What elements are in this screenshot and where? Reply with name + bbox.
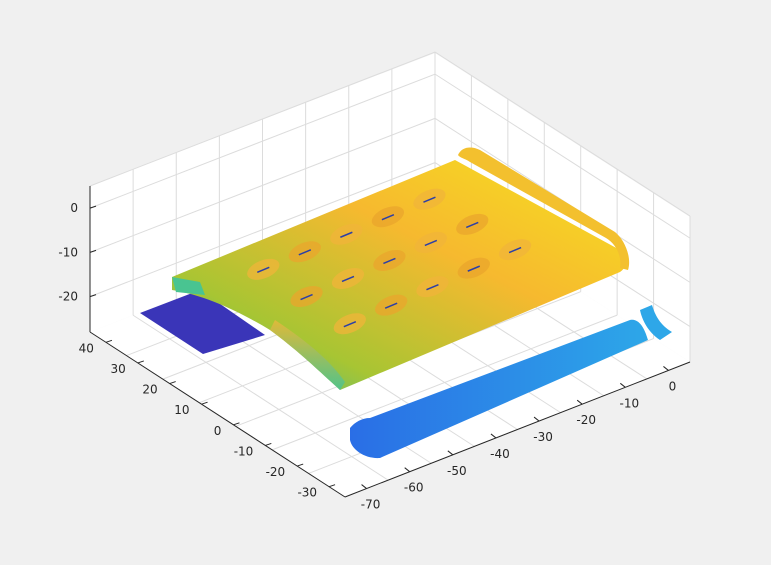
y-tick-mark xyxy=(105,339,113,343)
plate-dimple-hole xyxy=(383,257,396,265)
x-tick-label: 0 xyxy=(669,379,677,393)
x-tick-mark xyxy=(490,433,497,439)
surface-plate-left-edge xyxy=(172,277,205,295)
z-tick-mark xyxy=(89,249,97,253)
floor-grid-line-x xyxy=(132,314,389,481)
surface-strip-blue-end xyxy=(640,305,672,340)
plate-dimple-hole xyxy=(426,283,439,291)
plate-dimple-hole xyxy=(423,196,436,203)
plate-dimple-hole xyxy=(384,302,398,309)
y-tick-mark xyxy=(297,463,304,467)
plate-dimple-hole xyxy=(424,239,438,247)
y-axis-ticks: 40 30 20 10 0 -10 -20 -30 xyxy=(79,339,336,500)
z-axis-ticks: 0 -10 -20 xyxy=(58,201,97,304)
y-tick-mark xyxy=(137,360,144,364)
axis-lines xyxy=(89,186,691,498)
x-tick-mark xyxy=(404,467,410,473)
x-tick-mark xyxy=(576,399,583,405)
y-tick-label: 40 xyxy=(79,341,94,355)
y-tick-mark xyxy=(233,422,240,426)
x-tick-label: -40 xyxy=(490,447,510,461)
y-tick-mark xyxy=(201,401,208,405)
plate-dimple-hole xyxy=(256,266,270,274)
y-tick-label: -10 xyxy=(234,444,254,458)
x-tick-label: -10 xyxy=(620,396,640,410)
surface-strip-blue xyxy=(350,319,648,459)
surface-strip-top-right xyxy=(458,147,630,270)
x-tick-label: -30 xyxy=(533,430,553,444)
z-tick-label: -10 xyxy=(58,245,78,259)
x-axis-line xyxy=(344,361,691,498)
x-tick-label: -20 xyxy=(576,413,596,427)
surface-strip-dark-blue xyxy=(140,290,265,354)
y-axis-line xyxy=(89,331,346,498)
z-tick-mark xyxy=(89,205,97,209)
surfaces xyxy=(140,147,672,459)
y-tick-mark xyxy=(265,442,272,446)
x-tick-label: -50 xyxy=(447,464,467,478)
y-tick-mark xyxy=(328,484,336,488)
plate-dimple-hole xyxy=(340,231,353,238)
x-tick-mark xyxy=(663,366,669,371)
plate-dimple-hole xyxy=(508,246,522,254)
plate-dimple-hole xyxy=(465,221,479,229)
plate-dimple-hole xyxy=(381,214,395,221)
x-axis-ticks: 0 -10 -20 -30 -40 -50 -60 -70 xyxy=(361,366,677,512)
surface-plate-front-edge xyxy=(270,320,345,390)
x-tick-label: -70 xyxy=(361,498,381,512)
y-tick-mark xyxy=(169,381,176,385)
y-tick-label: 20 xyxy=(142,383,157,397)
z-tick-mark xyxy=(89,294,97,298)
plate-dimple-hole xyxy=(341,275,355,283)
x-tick-mark xyxy=(533,416,540,422)
x-tick-label: -60 xyxy=(404,481,424,495)
y-tick-label: -30 xyxy=(297,486,317,500)
surface-dimples xyxy=(247,188,532,335)
y-tick-label: 10 xyxy=(174,403,189,417)
x-tick-mark xyxy=(361,484,367,489)
y-tick-label: 30 xyxy=(111,362,126,376)
plate-dimple-hole xyxy=(467,265,481,272)
x-tick-mark xyxy=(447,450,454,456)
y-tick-label: -20 xyxy=(266,465,286,479)
x-tick-mark xyxy=(620,382,626,388)
z-tick-label: -20 xyxy=(58,290,78,304)
plate-dimple-hole xyxy=(343,321,357,328)
plate-dimple-hole xyxy=(298,249,312,256)
z-tick-label: 0 xyxy=(70,201,78,215)
y-tick-label: 0 xyxy=(214,424,222,438)
plate-dimple-hole xyxy=(300,293,313,301)
